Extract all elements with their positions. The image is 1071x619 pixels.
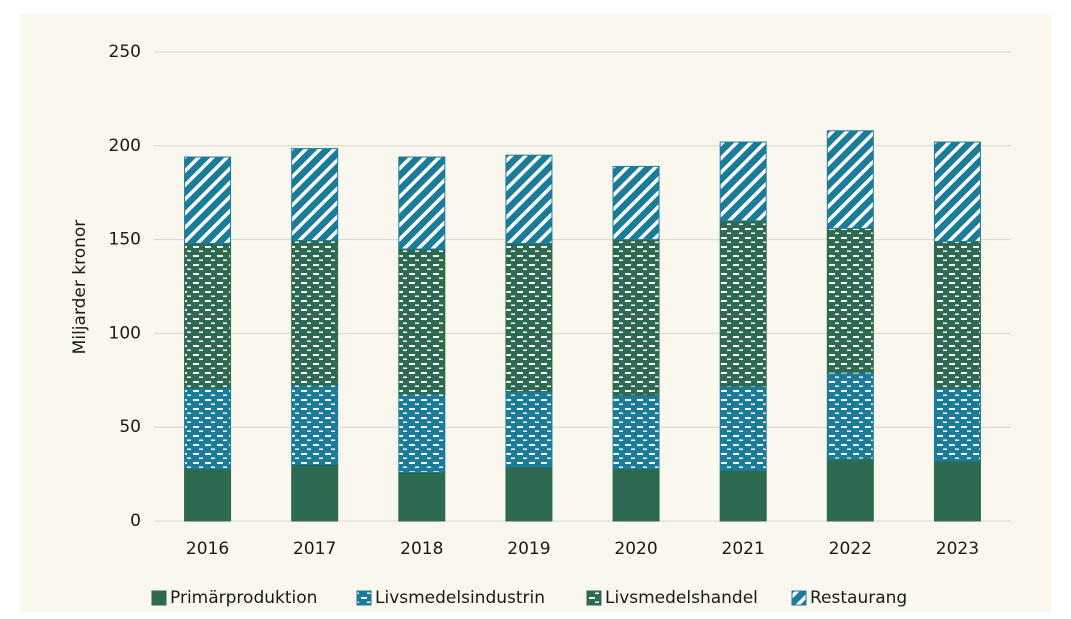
bar-segment	[184, 467, 232, 522]
bar-segment	[612, 239, 660, 396]
legend-swatch	[791, 590, 807, 606]
bar-segment	[398, 156, 446, 250]
x-tick-label: 2017	[293, 539, 336, 559]
bar-segment	[933, 240, 981, 389]
x-tick-label: 2022	[829, 539, 872, 559]
legend-swatch	[356, 590, 372, 606]
y-tick-label: 250	[109, 42, 141, 62]
bar-segment	[505, 466, 553, 522]
bar-segment	[612, 394, 660, 469]
bar-segment	[184, 156, 232, 244]
x-tick-label: 2023	[936, 539, 979, 559]
bar-segment	[398, 392, 446, 473]
bar-segment	[719, 469, 767, 522]
bar-segment	[826, 130, 874, 229]
bar-segment	[291, 384, 339, 466]
legend-label: Primärproduktion	[170, 588, 317, 608]
bar-segment	[719, 220, 767, 387]
bar-segment	[505, 242, 553, 393]
x-tick-label: 2021	[722, 539, 765, 559]
y-tick-label: 100	[109, 323, 141, 343]
x-tick-label: 2016	[186, 539, 229, 559]
y-tick-label: 0	[130, 511, 141, 531]
bar-segment	[826, 227, 874, 374]
bar-segment	[933, 460, 981, 522]
bar-segment	[505, 154, 553, 244]
legend-label: Livsmedelshandel	[605, 588, 758, 608]
x-tick-label: 2018	[400, 539, 443, 559]
bar-segment	[291, 148, 339, 242]
bar-segment	[398, 471, 446, 522]
bar-segment	[612, 467, 660, 522]
x-tick-label: 2020	[614, 539, 657, 559]
y-tick-label: 200	[109, 136, 141, 156]
y-tick-label: 50	[119, 417, 141, 437]
bar-segment	[291, 240, 339, 386]
bar-segment	[398, 248, 446, 394]
bar-segment	[184, 387, 232, 469]
x-tick-label: 2019	[507, 539, 550, 559]
bar-segment	[719, 141, 767, 222]
legend-swatch	[586, 590, 602, 606]
bar-segment	[719, 385, 767, 471]
bar-segment	[505, 391, 553, 468]
y-tick-label: 150	[109, 230, 141, 250]
legend-label: Restaurang	[810, 588, 907, 608]
bar-segment	[826, 372, 874, 460]
bar-segment	[612, 165, 660, 241]
legend-label: Livsmedelsindustrin	[375, 588, 545, 608]
bar-segment	[184, 242, 232, 389]
y-axis-label: Miljarder kronor	[70, 220, 90, 355]
bar-segment	[933, 141, 981, 242]
bar-segment	[291, 464, 339, 522]
bar-segment	[826, 458, 874, 522]
bar-segment	[933, 387, 981, 462]
legend-swatch	[151, 590, 167, 606]
